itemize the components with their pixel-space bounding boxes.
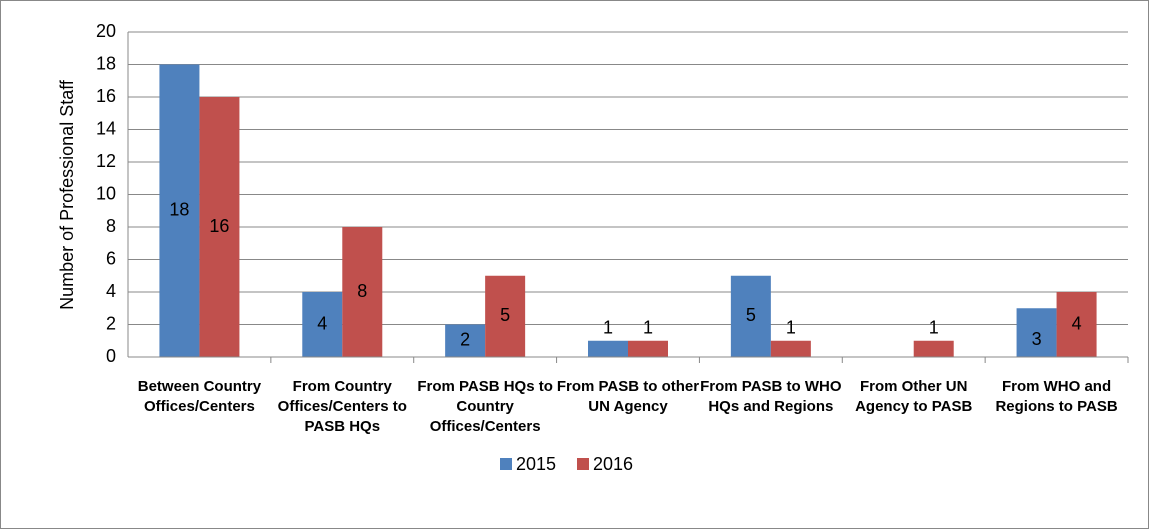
x-tick-label: From PASB to other UN Agency bbox=[556, 378, 700, 415]
y-tick-label: 14 bbox=[96, 118, 116, 138]
legend-label: 2016 bbox=[593, 454, 633, 474]
data-label: 1 bbox=[786, 318, 796, 338]
bar bbox=[485, 275, 526, 357]
bar bbox=[1016, 308, 1057, 357]
y-tick-label: 16 bbox=[96, 86, 116, 106]
legend-swatch bbox=[500, 458, 512, 470]
y-tick-label: 0 bbox=[106, 346, 116, 366]
data-label: 4 bbox=[1072, 313, 1082, 333]
data-label: 1 bbox=[643, 318, 653, 338]
bar bbox=[302, 292, 343, 357]
bar bbox=[730, 275, 771, 357]
y-tick-label: 12 bbox=[96, 151, 116, 171]
x-tick-label: From Country Offices/Centers to PASB HQs bbox=[277, 378, 407, 435]
y-tick-label: 18 bbox=[96, 53, 116, 73]
data-label: 16 bbox=[209, 216, 229, 236]
data-label: 18 bbox=[169, 200, 189, 220]
bar bbox=[159, 64, 200, 357]
y-tick-label: 20 bbox=[96, 21, 116, 41]
bar bbox=[199, 97, 240, 357]
y-tick-label: 6 bbox=[106, 248, 116, 268]
data-label: 1 bbox=[929, 318, 939, 338]
bar bbox=[913, 340, 954, 357]
x-tick-label: From Other UN Agency to PASB bbox=[855, 378, 973, 415]
data-label: 5 bbox=[746, 305, 756, 325]
x-tick-label: From PASB to WHO HQs and Regions bbox=[700, 378, 842, 415]
y-tick-label: 4 bbox=[106, 281, 116, 301]
bar bbox=[445, 324, 486, 357]
legend-label: 2015 bbox=[516, 454, 556, 474]
data-label: 2 bbox=[460, 330, 470, 350]
y-tick-label: 10 bbox=[96, 183, 116, 203]
bar bbox=[342, 227, 383, 357]
legend-swatch bbox=[577, 458, 589, 470]
y-tick-label: 2 bbox=[106, 313, 116, 333]
data-label: 8 bbox=[357, 281, 367, 301]
data-label: 3 bbox=[1032, 329, 1042, 349]
bar bbox=[770, 340, 811, 357]
bar bbox=[1056, 292, 1097, 357]
data-label: 4 bbox=[317, 313, 327, 333]
x-tick-label: From PASB HQs to Country Offices/Centers bbox=[417, 378, 553, 435]
bar bbox=[628, 340, 668, 357]
data-label: 1 bbox=[603, 318, 613, 338]
x-tick-label: From WHO and Regions to PASB bbox=[995, 378, 1118, 415]
data-label: 5 bbox=[500, 305, 510, 325]
y-tick-label: 8 bbox=[106, 216, 116, 236]
y-axis-title: Number of Professional Staff bbox=[57, 79, 77, 310]
bar bbox=[588, 340, 628, 357]
x-tick-label: Between Country Offices/Centers bbox=[137, 378, 262, 415]
